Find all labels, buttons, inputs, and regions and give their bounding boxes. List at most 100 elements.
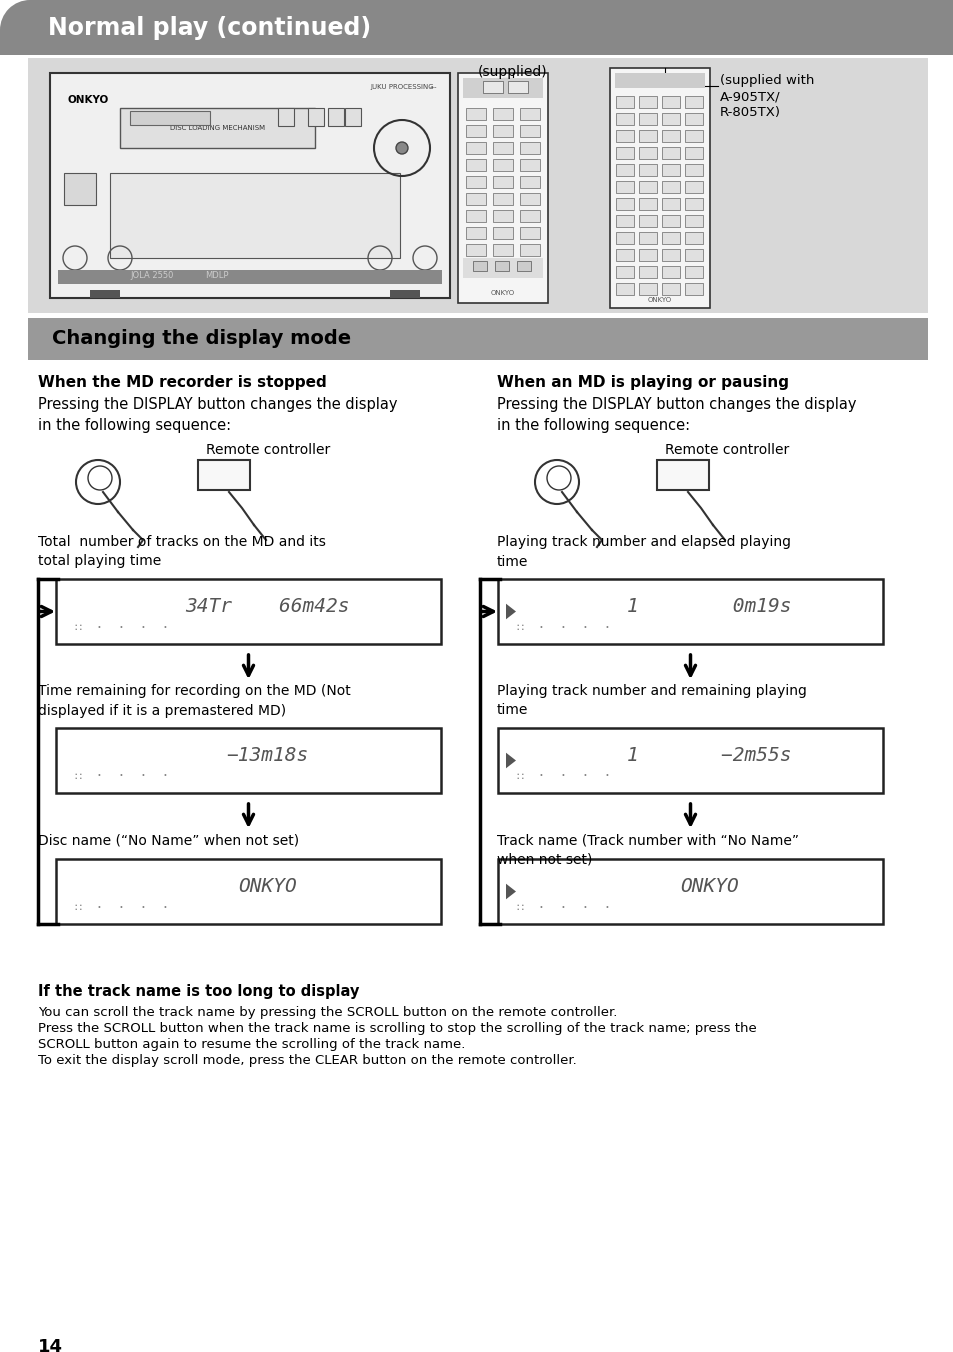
Text: ·: · xyxy=(559,769,564,784)
Bar xyxy=(519,176,539,188)
Text: (supplied with
A-905TX/
R-805TX): (supplied with A-905TX/ R-805TX) xyxy=(720,74,814,119)
Bar xyxy=(519,108,539,120)
Bar xyxy=(493,210,513,222)
Bar xyxy=(616,197,634,210)
Bar xyxy=(657,460,708,489)
Text: Normal play (continued): Normal play (continued) xyxy=(48,16,371,41)
Bar xyxy=(56,727,440,794)
Text: −13m18s: −13m18s xyxy=(227,746,309,765)
Text: 1       −2m55s: 1 −2m55s xyxy=(627,746,791,765)
Bar xyxy=(277,108,294,126)
Bar xyxy=(639,164,657,176)
Bar xyxy=(457,73,547,303)
Bar xyxy=(684,181,702,193)
Bar xyxy=(465,227,485,239)
Bar xyxy=(661,130,679,142)
Text: ·: · xyxy=(118,621,123,635)
Bar xyxy=(465,210,485,222)
Text: (supplied): (supplied) xyxy=(477,65,547,78)
Bar xyxy=(661,164,679,176)
Text: Remote controller: Remote controller xyxy=(664,443,788,457)
Bar xyxy=(616,114,634,124)
Bar xyxy=(465,108,485,120)
Bar xyxy=(684,215,702,227)
Text: ·: · xyxy=(140,900,145,915)
Bar xyxy=(482,81,502,93)
Bar xyxy=(120,108,314,147)
Bar xyxy=(328,108,344,126)
Bar xyxy=(639,96,657,108)
Bar xyxy=(616,181,634,193)
Bar xyxy=(684,114,702,124)
Bar xyxy=(661,233,679,243)
Text: ONKYO: ONKYO xyxy=(238,877,296,896)
Bar xyxy=(493,243,513,256)
Bar xyxy=(493,108,513,120)
Bar xyxy=(616,215,634,227)
Text: JUKU PROCESSING: JUKU PROCESSING xyxy=(370,84,434,91)
Bar xyxy=(616,249,634,261)
Text: ONKYO: ONKYO xyxy=(647,297,671,303)
Text: MDLP: MDLP xyxy=(205,272,229,280)
Bar xyxy=(465,124,485,137)
Text: ·: · xyxy=(162,900,167,915)
Text: When the MD recorder is stopped: When the MD recorder is stopped xyxy=(38,375,327,389)
Bar xyxy=(684,147,702,160)
Text: Playing track number and remaining playing
time: Playing track number and remaining playi… xyxy=(497,684,806,718)
Text: 14: 14 xyxy=(38,1338,63,1352)
Text: Total  number of tracks on the MD and its
total playing time: Total number of tracks on the MD and its… xyxy=(38,535,326,568)
Bar xyxy=(465,176,485,188)
Bar xyxy=(493,193,513,206)
Bar xyxy=(639,215,657,227)
Circle shape xyxy=(395,142,408,154)
Text: ·: · xyxy=(118,769,123,784)
Bar xyxy=(684,96,702,108)
Bar xyxy=(110,173,399,258)
Bar xyxy=(198,460,250,489)
Bar xyxy=(507,81,527,93)
Bar xyxy=(661,266,679,279)
Text: ·: · xyxy=(162,621,167,635)
Bar xyxy=(684,233,702,243)
Bar xyxy=(661,215,679,227)
Text: ·: · xyxy=(603,900,608,915)
Bar xyxy=(345,108,360,126)
Bar xyxy=(616,283,634,295)
Text: ·: · xyxy=(118,900,123,915)
Text: ·: · xyxy=(559,621,564,635)
Bar xyxy=(684,266,702,279)
Text: ∷: ∷ xyxy=(74,772,81,781)
Text: ∷: ∷ xyxy=(516,772,522,781)
Bar xyxy=(465,243,485,256)
Text: ∷: ∷ xyxy=(516,623,522,633)
Bar xyxy=(28,318,927,360)
Text: When an MD is playing or pausing: When an MD is playing or pausing xyxy=(497,375,788,389)
Text: ONKYO: ONKYO xyxy=(68,95,110,105)
Bar xyxy=(473,261,486,270)
Bar xyxy=(616,233,634,243)
Text: ·: · xyxy=(162,769,167,784)
Bar xyxy=(28,58,927,314)
Text: ---: --- xyxy=(430,84,437,91)
Bar xyxy=(519,142,539,154)
Text: Pressing the DISPLAY button changes the display
in the following sequence:: Pressing the DISPLAY button changes the … xyxy=(497,397,856,433)
Bar xyxy=(493,160,513,170)
Wedge shape xyxy=(0,0,30,30)
Bar xyxy=(465,160,485,170)
Polygon shape xyxy=(505,604,516,619)
Bar xyxy=(639,266,657,279)
Bar xyxy=(616,96,634,108)
Text: Press the SCROLL button when the track name is scrolling to stop the scrolling o: Press the SCROLL button when the track n… xyxy=(38,1022,756,1036)
Bar xyxy=(493,124,513,137)
Bar xyxy=(519,227,539,239)
Bar xyxy=(497,727,882,794)
Text: ·: · xyxy=(537,769,542,784)
Text: ·: · xyxy=(581,769,586,784)
Bar xyxy=(661,96,679,108)
Text: Disc name (“No Name” when not set): Disc name (“No Name” when not set) xyxy=(38,833,299,846)
Text: ·: · xyxy=(603,769,608,784)
Bar xyxy=(519,160,539,170)
Bar xyxy=(639,130,657,142)
Bar xyxy=(684,130,702,142)
Text: Time remaining for recording on the MD (Not
displayed if it is a premastered MD): Time remaining for recording on the MD (… xyxy=(38,684,351,718)
